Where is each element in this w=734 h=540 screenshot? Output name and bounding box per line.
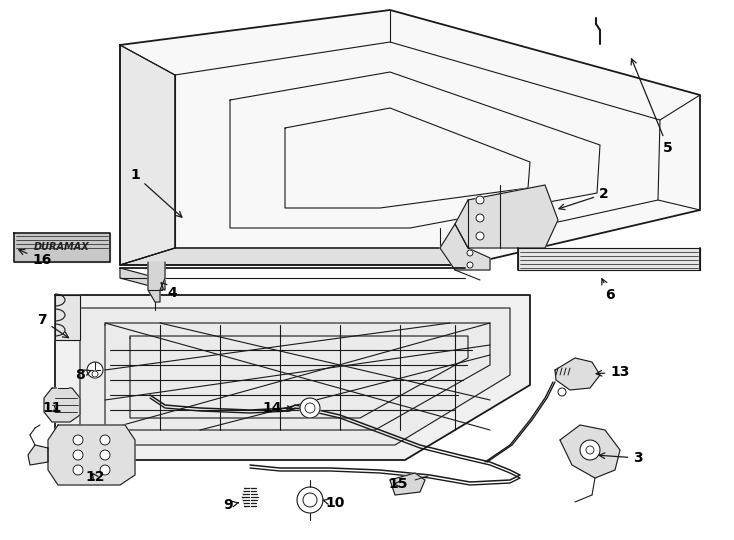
Text: 12: 12 — [85, 470, 105, 484]
Polygon shape — [14, 233, 110, 262]
Circle shape — [467, 262, 473, 268]
Text: 2: 2 — [559, 187, 609, 210]
Circle shape — [87, 362, 103, 378]
Polygon shape — [120, 268, 165, 290]
Circle shape — [476, 214, 484, 222]
Circle shape — [467, 250, 473, 256]
Text: 13: 13 — [596, 365, 630, 379]
Text: 9: 9 — [223, 498, 239, 512]
Polygon shape — [560, 425, 620, 478]
Polygon shape — [455, 185, 558, 248]
Text: 15: 15 — [388, 477, 408, 491]
Circle shape — [476, 196, 484, 204]
Text: 8: 8 — [75, 368, 91, 382]
Polygon shape — [80, 308, 510, 445]
Text: 10: 10 — [322, 496, 345, 510]
Circle shape — [558, 388, 566, 396]
Text: 5: 5 — [631, 59, 673, 155]
Circle shape — [73, 450, 83, 460]
Circle shape — [73, 465, 83, 475]
Circle shape — [92, 371, 98, 377]
Circle shape — [476, 232, 484, 240]
Polygon shape — [44, 388, 80, 422]
Text: 7: 7 — [37, 313, 68, 338]
Polygon shape — [555, 358, 600, 390]
Polygon shape — [55, 295, 80, 340]
Polygon shape — [120, 45, 175, 265]
Polygon shape — [440, 224, 490, 270]
Circle shape — [100, 465, 110, 475]
Circle shape — [297, 487, 323, 513]
Text: 16: 16 — [19, 249, 51, 267]
Polygon shape — [48, 425, 135, 485]
Circle shape — [300, 398, 320, 418]
Polygon shape — [28, 445, 48, 465]
Text: 11: 11 — [43, 401, 62, 415]
Text: 14: 14 — [262, 401, 293, 415]
Text: 4: 4 — [161, 283, 177, 300]
Circle shape — [100, 450, 110, 460]
Text: 6: 6 — [602, 279, 615, 302]
Circle shape — [580, 440, 600, 460]
Polygon shape — [518, 248, 700, 270]
Circle shape — [73, 435, 83, 445]
Text: 3: 3 — [599, 451, 643, 465]
Polygon shape — [148, 262, 165, 302]
Text: DURAMAX: DURAMAX — [34, 242, 90, 252]
Text: 1: 1 — [130, 168, 182, 217]
Polygon shape — [55, 295, 530, 460]
Polygon shape — [120, 248, 465, 265]
Polygon shape — [120, 10, 700, 265]
Circle shape — [100, 435, 110, 445]
Polygon shape — [390, 473, 425, 495]
